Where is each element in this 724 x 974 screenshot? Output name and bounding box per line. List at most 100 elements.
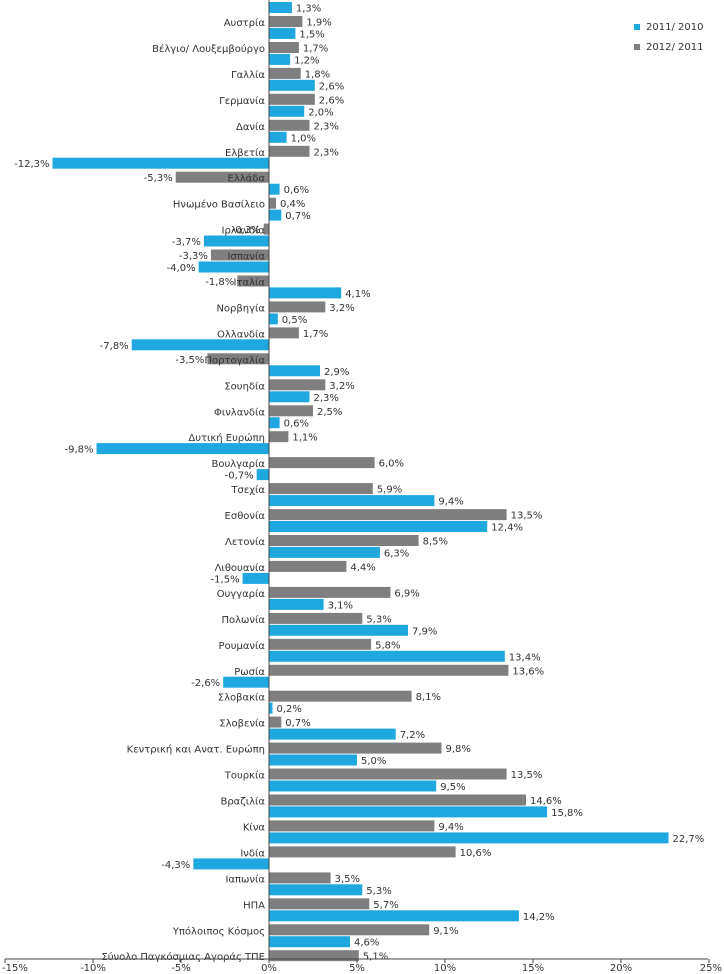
category-label-34: ΗΠΑ: [243, 900, 265, 911]
value-label-a-35: 14,2%: [523, 912, 555, 923]
value-label-a-23: 3,1%: [328, 600, 353, 611]
category-label-21: Λιθουανία: [215, 562, 266, 574]
bar-b-35: [269, 924, 430, 936]
value-label-b-29: 13,5%: [511, 770, 543, 781]
bar-a-21: [269, 546, 380, 558]
value-label-b-8: -0,3%: [232, 225, 261, 236]
bar-a-36: [269, 936, 350, 948]
value-label-a-14: 2,9%: [324, 367, 349, 378]
bar-b-13: [207, 353, 269, 365]
bar-a-0: [269, 2, 292, 13]
bar-a-24: [269, 624, 408, 636]
bar-b-11: [269, 301, 326, 313]
bar-b-6: [175, 171, 269, 183]
bar-b-1: [269, 42, 299, 53]
value-label-b-36: 5,1%: [363, 952, 388, 963]
value-label-a-6: -12,3%: [14, 159, 49, 170]
value-label-b-28: 9,8%: [446, 744, 471, 755]
category-label-10: Ιταλία: [234, 277, 266, 289]
value-label-a-15: 2,3%: [314, 393, 339, 404]
bar-a-35: [269, 910, 519, 922]
labels-layer: 1,3% 1,9% Αυστρία 1,5% 1,7% Βέλγιο/ Λουξεμβού…: [14, 4, 704, 964]
value-label-a-13: -7,8%: [100, 341, 129, 352]
category-label-1: Βέλγιο/ Λουξεμβούργο: [152, 43, 265, 55]
value-label-a-30: 9,5%: [440, 782, 465, 793]
bar-a-30: [269, 780, 437, 792]
category-label-33: Ιαπωνία: [226, 873, 266, 885]
category-label-0: Αυστρία: [224, 17, 266, 29]
bar-b-3: [269, 93, 315, 105]
value-label-b-13: -3,5%: [175, 355, 204, 366]
category-label-31: Κίνα: [243, 821, 266, 833]
value-label-a-31: 15,8%: [551, 808, 583, 819]
value-label-b-19: 13,5%: [511, 511, 543, 522]
legend-swatch-0: [634, 24, 640, 30]
value-label-b-7: 0,4%: [280, 199, 305, 210]
bar-b-8: [263, 223, 269, 235]
bar-a-10: [198, 261, 269, 273]
bar-a-28: [269, 728, 396, 740]
value-label-a-10: -4,0%: [167, 263, 196, 274]
value-label-a-19: 9,4%: [438, 497, 463, 508]
category-label-30: Βραζιλία: [220, 796, 265, 808]
category-label-25: Ρωσία: [234, 666, 265, 678]
value-label-a-32: 22,7%: [673, 834, 705, 845]
bar-b-12: [269, 327, 299, 339]
value-label-b-5: 2,3%: [314, 147, 339, 158]
value-label-a-3: 2,6%: [319, 81, 344, 92]
value-label-b-34: 5,7%: [373, 900, 398, 911]
value-label-b-4: 2,3%: [314, 121, 339, 132]
bar-a-4: [269, 105, 305, 117]
bar-a-8: [269, 209, 282, 221]
category-label-26: Σλοβακία: [218, 692, 266, 704]
legend-label-1: 2012/ 2011: [646, 42, 703, 53]
bar-b-20: [269, 535, 419, 546]
value-label-b-26: 8,1%: [416, 692, 441, 703]
bar-b-23: [269, 612, 363, 624]
value-label-b-25: 13,6%: [512, 666, 544, 677]
category-label-23: Πολωνία: [222, 614, 266, 626]
category-label-29: Τουρκία: [224, 770, 266, 782]
value-label-b-20: 8,5%: [423, 537, 448, 548]
value-label-b-12: 1,7%: [303, 329, 328, 340]
value-label-a-4: 2,0%: [308, 107, 333, 118]
value-label-a-26: -2,6%: [191, 678, 220, 689]
bar-a-12: [269, 313, 278, 325]
bar-a-26: [223, 676, 269, 688]
category-label-27: Σλοβενία: [219, 718, 265, 730]
bar-b-15: [269, 405, 313, 417]
value-label-a-17: -9,8%: [64, 445, 93, 456]
value-label-b-31: 9,4%: [438, 822, 463, 833]
value-label-a-28: 7,2%: [400, 730, 425, 741]
bar-a-9: [203, 235, 269, 247]
bar-b-33: [269, 872, 331, 884]
value-label-b-27: 0,7%: [285, 718, 310, 729]
bar-a-19: [269, 495, 435, 507]
bar-a-16: [269, 417, 280, 429]
bar-b-7: [269, 197, 276, 209]
value-label-a-33: -4,3%: [161, 860, 190, 871]
category-label-7: Ηνωμένο Βασίλειο: [173, 199, 265, 211]
bar-a-13: [131, 339, 269, 351]
bar-b-25: [269, 664, 509, 676]
bar-a-31: [269, 806, 548, 818]
value-label-a-25: 13,4%: [509, 652, 541, 663]
category-label-36: Σύνολο Παγκόσμιας Αγοράς ΤΠΕ: [101, 951, 265, 963]
bar-a-34: [269, 884, 363, 896]
bar-a-22: [242, 572, 269, 584]
bar-b-24: [269, 638, 372, 650]
x-tick-label-2: -5%: [171, 963, 190, 974]
bar-a-11: [269, 287, 342, 299]
value-label-b-10: -1,8%: [205, 277, 234, 288]
bar-a-3: [269, 79, 315, 91]
bar-b-2: [269, 67, 301, 79]
value-label-b-14: 3,2%: [329, 381, 354, 392]
x-tick-label-8: 25%: [700, 963, 722, 974]
bar-b-28: [269, 742, 442, 754]
x-tick-label-1: -10%: [80, 963, 106, 974]
value-label-b-1: 1,7%: [303, 44, 328, 55]
x-tick-label-0: -15%: [2, 963, 28, 974]
value-label-a-36: 4,6%: [354, 938, 379, 949]
bar-a-32: [269, 832, 669, 844]
